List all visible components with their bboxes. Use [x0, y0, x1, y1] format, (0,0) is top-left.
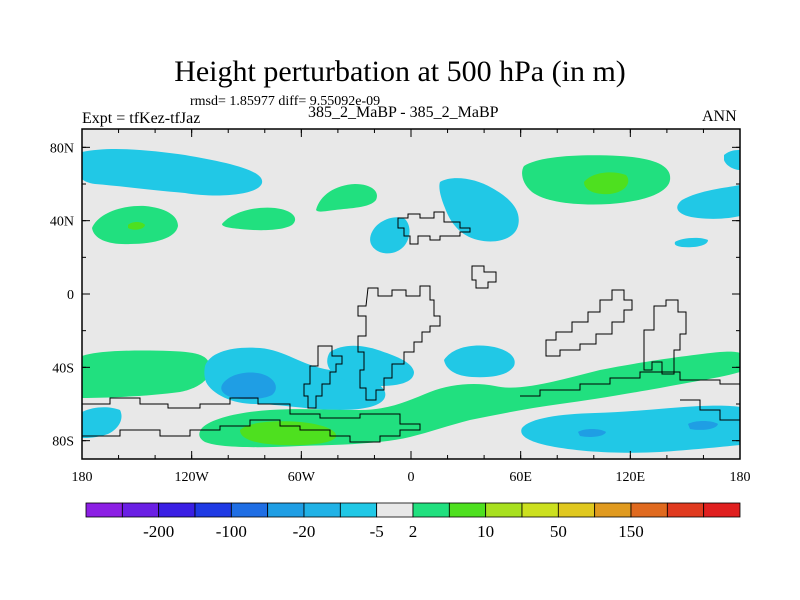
colorbar-label: 50 [550, 522, 567, 541]
x-tick-label: 60E [509, 470, 532, 485]
stats-label: rmsd= 1.85977 diff= 9.55092e-09 [190, 94, 381, 109]
colorbar-swatch [485, 502, 523, 518]
y-tick-label: 0 [67, 288, 74, 303]
coast-antarctica [82, 397, 421, 443]
region-south-indian-east-negative-core [578, 429, 606, 437]
coast-arabia [471, 265, 497, 289]
region-asia-negative [439, 178, 519, 242]
contour-fill-layer [82, 148, 740, 453]
region-south-pacific-negative-core [221, 372, 276, 400]
colorbar-label: 10 [477, 522, 494, 541]
colorbar: -200 -100 -20 -5 2 10 50 150 [85, 502, 741, 541]
colorbar-swatch [158, 502, 196, 518]
region-south-indian-east-negative [521, 405, 740, 453]
colorbar-swatch [303, 502, 341, 518]
colorbar-swatch [339, 502, 378, 518]
colorbar-swatch [230, 502, 269, 518]
region-southern-ocean-positive [199, 351, 740, 448]
region-north-pacific-west-negative [82, 148, 263, 196]
coastlines [82, 211, 740, 443]
season-label: ANN [702, 108, 737, 125]
coast-australia [545, 289, 633, 357]
colorbar-swatch [412, 502, 450, 518]
coast-europe [397, 211, 471, 245]
colorbar-swatch [376, 502, 414, 518]
region-north-pacific-positive-core [128, 222, 145, 230]
colorbar-swatch [703, 502, 741, 518]
region-north-pole-east-negative [724, 150, 740, 170]
x-tick-label: 180 [72, 470, 93, 485]
region-north-pacific-east-negative [677, 185, 740, 219]
coast-antarctica-east-2 [680, 399, 740, 421]
region-north-asia-positive-core [584, 172, 629, 195]
x-tick-label: 60W [288, 470, 316, 485]
y-tick-label: 40S [52, 361, 74, 376]
colorbar-swatch [448, 502, 487, 518]
chart-title: Height perturbation at 500 hPa (in m) [174, 55, 626, 88]
region-south-west-edge-negative [82, 407, 122, 438]
colorbar-swatch [85, 502, 123, 518]
coast-nz [643, 299, 687, 375]
colorbar-label: -200 [143, 522, 174, 541]
y-tick-label: 40N [50, 215, 74, 230]
region-south-indian-east-negative-core-2 [688, 421, 718, 430]
coast-south-america [303, 345, 343, 409]
region-south-indian-negative [444, 345, 515, 378]
colorbar-label: 2 [409, 522, 418, 541]
colorbar-swatch [557, 502, 596, 518]
region-southern-ocean-positive-core [240, 421, 337, 446]
region-north-america-positive [222, 207, 296, 231]
colorbar-label: -100 [216, 522, 247, 541]
colorbar-swatch [594, 502, 632, 518]
colorbar-label: -20 [293, 522, 316, 541]
axes: 180 120W 60W 0 60E 120E 180 80N 40N 0 40S 80S [50, 129, 751, 485]
x-tick-label: 120E [616, 470, 646, 485]
colorbar-swatch [267, 502, 305, 518]
x-tick-label: 0 [408, 470, 415, 485]
y-tick-label: 80S [52, 435, 74, 450]
colorbar-swatch [121, 502, 160, 518]
colorbar-swatch [630, 502, 668, 518]
experiment-label: Expt = tfKez-tfJaz [82, 110, 201, 127]
region-south-pacific-west-positive [82, 350, 211, 398]
x-tick-label: 180 [730, 470, 751, 485]
colorbar-swatch [194, 502, 232, 518]
region-europe-negative [370, 217, 410, 254]
colorbar-label: 150 [618, 522, 644, 541]
coast-antarctica-east [520, 371, 740, 397]
y-tick-label: 80N [50, 141, 74, 156]
x-tick-label: 120W [175, 470, 210, 485]
colorbar-label: -5 [370, 522, 384, 541]
region-atlantic-positive [316, 184, 378, 212]
runs-label: 385_2_MaBP - 385_2_MaBP [308, 104, 499, 121]
coast-africa [357, 285, 441, 401]
colorbar-swatch [666, 502, 705, 518]
region-small-east-negative [674, 237, 708, 248]
colorbar-swatch [521, 502, 559, 518]
